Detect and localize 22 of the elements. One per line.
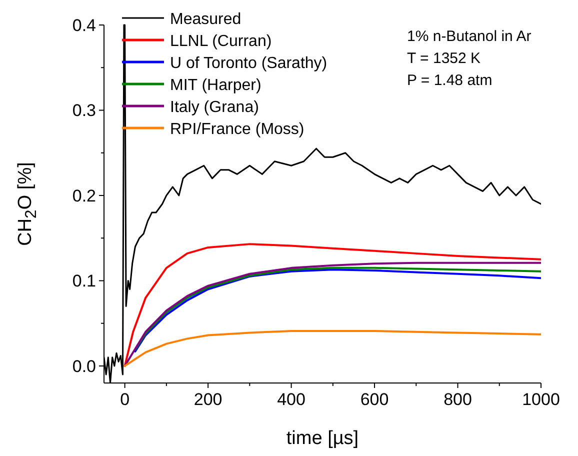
legend-label: MIT (Harper) [170, 77, 262, 94]
y-tick-label: 0.4 [72, 16, 96, 35]
legend-label: RPI/France (Moss) [170, 121, 304, 138]
x-tick-label: 0 [120, 390, 130, 409]
x-tick-label: 600 [360, 390, 389, 409]
annotation: T = 1352 K [407, 50, 481, 67]
x-tick-label: 200 [194, 390, 222, 409]
legend-label: U of Toronto (Sarathy) [170, 55, 328, 72]
legend-label: LLNL (Curran) [170, 33, 272, 50]
annotation: P = 1.48 atm [407, 72, 492, 89]
legend-label: Italy (Grana) [170, 99, 259, 116]
y-tick-label: 0.2 [72, 186, 96, 206]
x-tick-label: 800 [444, 390, 472, 409]
y-tick-label: 0.3 [72, 101, 96, 120]
legend-label: Measured [170, 11, 242, 28]
line-series [124, 330, 541, 367]
annotation: 1% n-Butanol in Ar [407, 28, 532, 45]
y-tick-label: 0.0 [72, 356, 96, 376]
y-tick-label: 0.1 [72, 272, 96, 291]
x-tick-label: 400 [277, 390, 306, 409]
x-axis-title: time [µs] [286, 428, 359, 449]
x-tick-label: 1000 [522, 390, 560, 409]
